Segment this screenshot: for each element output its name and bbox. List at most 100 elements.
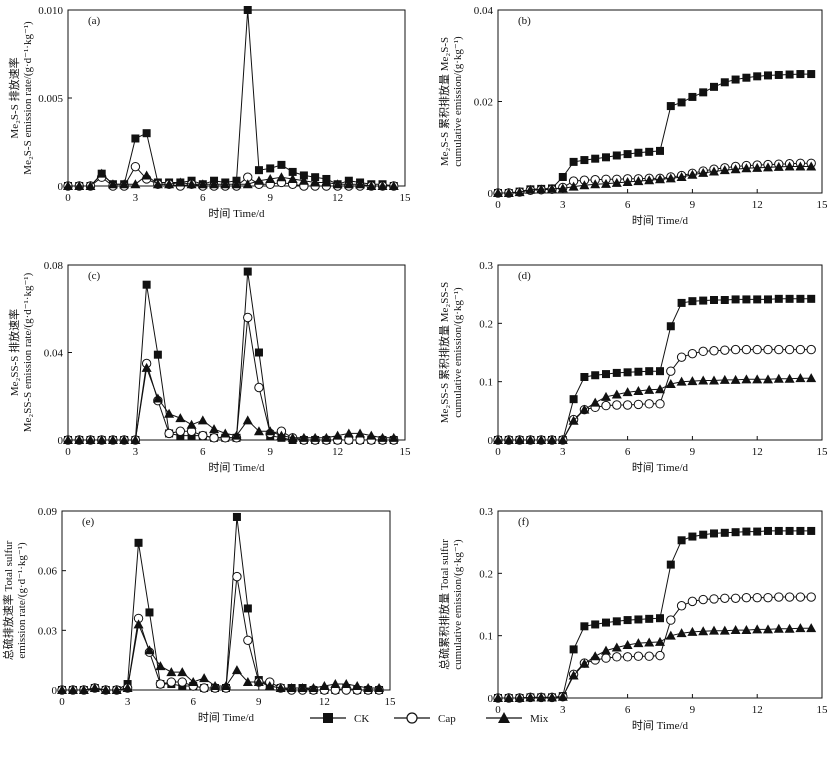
panel-c-xtick-label: 3: [133, 446, 139, 458]
panel-c-point-mix: [63, 435, 73, 444]
panel-a-point-mix: [343, 179, 354, 189]
panel-d-point-mix: [795, 373, 806, 383]
panel-b-point-mix: [665, 173, 676, 183]
panel-d-point-ck: [688, 297, 697, 306]
panel-b-xlabel: 时间 Time/d: [632, 214, 689, 227]
panel-d-xtick-label: 12: [752, 446, 763, 458]
panel-b-xtick-label: 0: [495, 199, 501, 211]
panel-c-point-mix: [321, 432, 332, 442]
panel-d-point-cap: [784, 344, 795, 355]
panel-f-point-ck: [656, 614, 664, 623]
panel-e-point-mix: [199, 673, 210, 683]
panel-b-xtick-label: 12: [752, 199, 763, 211]
panel-f-point-mix: [579, 658, 590, 668]
panel-d-xtick-label: 3: [560, 446, 566, 458]
panel-f-point-mix: [601, 645, 611, 655]
panel-f-point-ck: [796, 526, 805, 535]
panel-b-point-mix: [622, 177, 633, 187]
panel-c-point-mix: [265, 426, 276, 436]
panel-d-point-cap: [698, 346, 708, 357]
panel-f-point-ck: [612, 617, 621, 626]
panel-e-point-mix: [166, 667, 177, 677]
panel-c-point-cap: [243, 312, 253, 323]
panel-a-point-mix: [141, 170, 152, 180]
panel-e-point-ck: [243, 604, 252, 613]
panel-f-frame: [497, 510, 823, 699]
panel-b-ytick-label: 0.02: [474, 97, 493, 109]
panel-a-point-ck: [277, 160, 286, 169]
panel-f-point-cap: [709, 594, 719, 604]
panel-b-point-ck: [602, 153, 610, 162]
panel-d-frame: [497, 264, 823, 441]
panel-b-ytick-label: 0.04: [474, 5, 494, 17]
panel-d-point-mix: [644, 384, 655, 394]
panel-d-point-mix: [611, 389, 622, 399]
panel-e-xtick-label: 9: [256, 696, 262, 708]
panel-f-point-cap: [687, 596, 698, 607]
panel-d-point-mix: [493, 435, 503, 444]
panel-f-point-ck: [580, 622, 589, 631]
panel-e-point-mix: [89, 683, 100, 693]
panel-f-point-mix: [503, 693, 514, 702]
panel-b-ylabel-line-1: Me₂S-S 累积排放量 Me₂S-S: [437, 37, 451, 166]
panel-f-point-ck: [666, 560, 675, 569]
panel-b-point-ck: [612, 151, 621, 160]
panel-b-xtick-label: 6: [625, 199, 631, 211]
legend-item-cap: Cap: [394, 712, 456, 725]
panel-b-point-mix: [741, 163, 752, 173]
panel-b-label: (b): [518, 15, 531, 27]
panel-b-point-mix: [493, 188, 503, 197]
panel-c-point-mix: [253, 426, 264, 436]
panel-e-point-mix: [188, 677, 199, 687]
panel-c-point-mix: [96, 435, 107, 444]
panel-a-point-mix: [186, 179, 197, 189]
panel-c-point-mix: [152, 393, 163, 403]
panel-d-point-ck: [580, 373, 589, 381]
panel-e-xtick-label: 6: [190, 696, 196, 708]
panel-a-point-ck: [299, 171, 308, 180]
panel-c-point-cap: [198, 430, 208, 441]
panel-d-point-cap: [763, 344, 773, 355]
panel-a-series-mix: [63, 168, 399, 190]
panel-b-point-ck: [569, 157, 578, 166]
panel-a-point-mix: [175, 177, 186, 187]
panel-c-ytick-label: 0: [58, 435, 64, 447]
panel-f-point-mix: [741, 625, 752, 635]
panel-f-point-ck: [753, 527, 762, 536]
panel-c-point-mix: [74, 435, 85, 444]
panel-e-point-cap: [232, 571, 242, 582]
panel-b-point-ck: [688, 92, 697, 101]
panel-d-point-mix: [514, 435, 525, 444]
panel-e-point-ck: [134, 538, 143, 547]
panel-e-point-cap: [199, 683, 209, 693]
panel-d-ytick-label: 0.2: [479, 318, 493, 330]
panel-c-point-cap: [175, 426, 186, 436]
panel-b-point-mix: [525, 184, 536, 194]
panel-a-point-ck: [266, 164, 275, 173]
panel-d-point-mix: [752, 374, 763, 384]
panel-b: (b) 0 3 6 9 12 15 0 0.02 0.04 时间 Time/d Me₂S-S 累积排放…: [437, 5, 828, 227]
panel-e-point-mix: [57, 685, 67, 694]
panel-c-point-ck: [142, 280, 151, 289]
panel-f-xtick-label: 9: [690, 704, 696, 716]
panel-a-point-mix: [130, 179, 141, 189]
panel-d-point-mix: [536, 435, 547, 444]
panel-c-point-mix: [366, 430, 377, 440]
panel-c-point-mix: [298, 432, 309, 442]
panel-d-xlabel: 时间 Time/d: [632, 461, 689, 474]
panel-a-point-mix: [242, 179, 253, 189]
panel-a-point-mix: [220, 179, 231, 189]
panel-b-point-ck: [634, 148, 643, 157]
panel-e-point-mix: [231, 665, 242, 675]
panel-f-ytick-label: 0.3: [479, 506, 493, 518]
panel-b-point-ck: [623, 150, 632, 159]
panel-f-point-mix: [773, 623, 784, 633]
panel-e-xtick-label: 3: [125, 696, 131, 708]
panel-b-point-ck: [742, 73, 751, 82]
panel-c-point-mix: [130, 435, 141, 444]
panel-c-point-ck: [243, 267, 252, 276]
panel-d-point-ck: [710, 296, 718, 304]
panel-d-point-cap: [612, 400, 622, 410]
panel-b-point-ck: [666, 102, 675, 111]
